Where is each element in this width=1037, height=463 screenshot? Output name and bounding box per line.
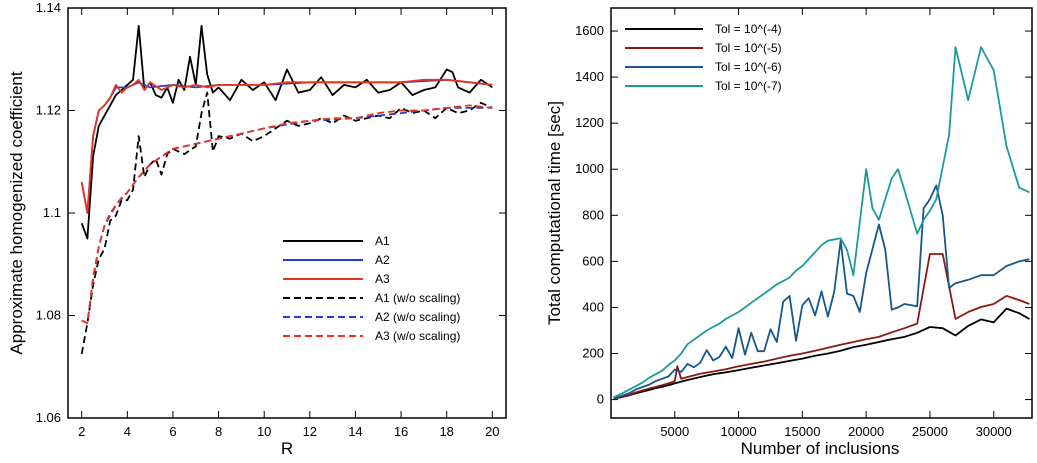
left-ytick-label: 1.14 xyxy=(36,0,61,15)
left-xtick-label: 16 xyxy=(394,424,408,439)
right-ytick-label: 0 xyxy=(597,392,604,407)
right-legend-label: Tol = 10^(-4) xyxy=(715,22,782,36)
left-series-line-3 xyxy=(80,78,493,214)
right-ytick-label: 200 xyxy=(582,346,604,361)
left-xtick-label: 14 xyxy=(348,424,362,439)
left-y-axis-label: Approximate homogenized coefficient xyxy=(7,71,26,354)
right-legend-label: Tol = 10^(-7) xyxy=(715,79,782,93)
right-ytick-label: 1000 xyxy=(575,161,604,176)
right-ytick-label: 1600 xyxy=(575,23,604,38)
left-x-axis: 2 4 6 8 10 12 14 16 18 20 xyxy=(78,8,500,439)
left-xtick-label: 6 xyxy=(169,424,176,439)
left-x-axis-label: R xyxy=(281,439,293,458)
right-xtick-label: 5000 xyxy=(660,424,689,439)
right-plot-frame xyxy=(610,7,1033,419)
right-x-axis-label: Number of inclusions xyxy=(741,439,900,458)
right-ytick-label: 600 xyxy=(582,253,604,268)
left-series-line-6 xyxy=(81,104,493,325)
right-chart: 0 200 400 600 800 1000 1200 1400 1600 5000 10000 1… xyxy=(545,7,1033,458)
right-legend-label: Tol = 10^(-6) xyxy=(715,60,782,74)
right-legend-label: Tol = 10^(-5) xyxy=(715,41,782,55)
right-ytick-label: 1200 xyxy=(575,115,604,130)
left-xtick-label: 20 xyxy=(485,424,499,439)
right-xtick-label: 20000 xyxy=(848,424,884,439)
left-xtick-label: 2 xyxy=(78,424,85,439)
left-plot-lines xyxy=(80,24,493,355)
right-legend: Tol = 10^(-4) Tol = 10^(-5) Tol = 10^(-6) T… xyxy=(625,22,782,93)
left-xtick-label: 12 xyxy=(303,424,317,439)
right-series-line-3 xyxy=(613,184,1030,400)
left-chart: 1.06 1.08 1.1 1.12 1.14 2 4 6 8 10 12 14 16 18 20 R A… xyxy=(7,0,507,458)
left-xtick-label: 18 xyxy=(439,424,453,439)
right-x-axis: 5000 10000 15000 20000 25000 30000 xyxy=(660,8,1012,439)
left-legend-label: A1 xyxy=(375,234,390,248)
left-xtick-label: 8 xyxy=(215,424,222,439)
left-xtick-label: 4 xyxy=(124,424,131,439)
right-ytick-label: 800 xyxy=(582,207,604,222)
right-plot-lines xyxy=(613,46,1030,400)
left-legend-label: A1 (w/o scaling) xyxy=(375,291,460,305)
left-xtick-label: 10 xyxy=(257,424,271,439)
left-plot-frame xyxy=(67,7,507,419)
right-ytick-label: 1400 xyxy=(575,69,604,84)
left-legend-label: A2 xyxy=(375,253,390,267)
right-y-axis: 0 200 400 600 800 1000 1200 1400 1600 xyxy=(575,23,1032,407)
right-xtick-label: 15000 xyxy=(784,424,820,439)
right-xtick-label: 10000 xyxy=(720,424,756,439)
right-xtick-label: 25000 xyxy=(912,424,948,439)
left-ytick-label: 1.1 xyxy=(43,205,61,220)
left-ytick-label: 1.06 xyxy=(36,410,61,425)
left-legend-label: A3 (w/o scaling) xyxy=(375,329,460,343)
left-series-line-1 xyxy=(80,24,493,240)
right-series-line-4 xyxy=(613,46,1030,399)
left-legend-label: A3 xyxy=(375,272,390,286)
left-ytick-label: 1.08 xyxy=(36,308,61,323)
left-ytick-label: 1.12 xyxy=(36,103,61,118)
right-series-line-1 xyxy=(613,307,1030,400)
left-legend-label: A2 (w/o scaling) xyxy=(375,310,460,324)
right-ytick-label: 400 xyxy=(582,299,604,314)
left-legend: A1 A2 A3 A1 (w/o scaling) A2 (w/o scaling) A3… xyxy=(283,234,460,343)
right-xtick-label: 30000 xyxy=(976,424,1012,439)
right-y-axis-label: Total computational time [sec] xyxy=(545,101,564,325)
left-y-axis: 1.06 1.08 1.1 1.12 1.14 xyxy=(36,0,506,425)
